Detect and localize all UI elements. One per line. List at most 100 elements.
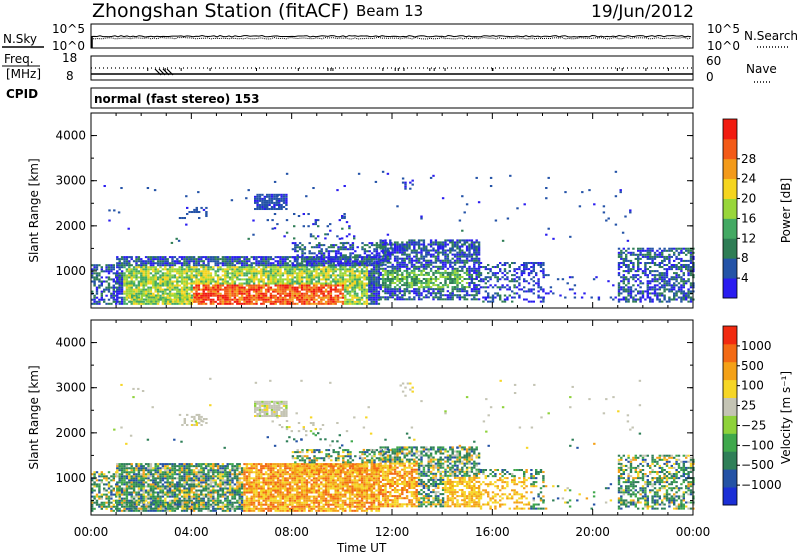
heatmap-cell xyxy=(166,258,169,261)
heatmap-cell xyxy=(444,284,447,287)
heatmap-cell xyxy=(120,481,124,484)
heatmap-cell xyxy=(358,298,361,301)
heatmap-cell xyxy=(437,278,440,281)
heatmap-cell xyxy=(341,274,345,277)
heatmap-cell xyxy=(380,258,383,261)
heatmap-cell xyxy=(396,271,399,274)
heatmap-cell xyxy=(637,268,640,271)
heatmap-cell xyxy=(456,251,459,254)
heatmap-cell xyxy=(353,286,357,289)
heatmap-cell xyxy=(446,261,450,264)
heatmap-cell xyxy=(444,259,447,262)
heatmap-cell xyxy=(537,262,540,265)
heatmap-cell xyxy=(200,280,203,283)
heatmap-cell xyxy=(181,217,184,220)
heatmap-cell xyxy=(123,479,126,482)
heatmap-cell xyxy=(168,264,172,267)
heatmap-cell xyxy=(207,298,210,301)
heatmap-cell xyxy=(368,284,371,287)
heatmap-cell xyxy=(255,294,258,297)
heatmap-cell xyxy=(252,256,256,259)
heatmap-cell xyxy=(461,255,464,258)
heatmap-cell xyxy=(135,298,139,301)
heatmap-cell xyxy=(107,483,111,486)
heatmap-cell xyxy=(354,264,357,267)
heatmap-cell xyxy=(353,296,357,299)
heatmap-cell xyxy=(260,264,263,267)
heatmap-cell xyxy=(513,262,516,265)
heatmap-cell xyxy=(180,280,184,283)
heatmap-cell xyxy=(291,290,294,293)
heatmap-cell xyxy=(279,264,282,267)
heatmap-cell xyxy=(468,253,471,256)
heatmap-cell xyxy=(155,294,158,297)
heatmap-cell xyxy=(296,260,299,263)
heatmap-cell xyxy=(487,280,490,283)
heatmap-cell xyxy=(209,282,213,285)
heatmap-cell xyxy=(475,251,478,254)
heatmap-cell xyxy=(427,265,430,268)
heatmap-cell xyxy=(332,258,335,261)
heatmap-cell xyxy=(231,282,234,285)
heatmap-cell xyxy=(105,497,108,500)
heatmap-cell xyxy=(325,250,328,253)
heatmap-cell xyxy=(401,290,404,293)
heatmap-cell xyxy=(173,270,177,273)
heatmap-cell xyxy=(366,264,369,267)
heatmap-cell xyxy=(95,296,99,299)
heatmap-cell xyxy=(491,286,495,289)
heatmap-cell xyxy=(252,302,256,305)
heatmap-cell xyxy=(291,300,294,303)
heatmap-cell xyxy=(410,271,414,274)
heatmap-cell xyxy=(243,258,246,261)
heatmap-cell xyxy=(179,294,182,297)
heatmap-cell xyxy=(317,290,321,293)
heatmap-cell xyxy=(93,284,96,287)
heatmap-cell xyxy=(365,266,369,269)
heatmap-cell xyxy=(120,489,124,492)
heatmap-cell xyxy=(180,276,184,279)
heatmap-cell xyxy=(432,261,435,264)
heatmap-cell xyxy=(248,260,251,263)
heatmap-cell xyxy=(379,267,382,270)
heatmap-cell xyxy=(100,503,103,506)
heatmap-cell xyxy=(410,263,414,266)
heatmap-cell xyxy=(422,257,426,260)
heatmap-cell xyxy=(458,261,462,264)
heatmap-cell xyxy=(132,284,136,287)
heatmap-cell xyxy=(658,274,661,277)
heatmap-cell xyxy=(173,298,177,301)
heatmap-cell xyxy=(639,262,642,265)
heatmap-cell xyxy=(336,235,339,238)
heatmap-cell xyxy=(212,286,215,289)
heatmap-cell xyxy=(137,286,141,289)
heatmap-cell xyxy=(680,292,683,295)
heatmap-cell xyxy=(130,272,133,275)
heatmap-cell xyxy=(91,505,94,508)
heatmap-cell xyxy=(132,290,136,293)
heatmap-cell xyxy=(264,270,268,273)
heatmap-cell xyxy=(123,493,126,496)
heatmap-cell xyxy=(243,278,246,281)
heatmap-cell xyxy=(257,272,261,275)
heatmap-cell xyxy=(508,280,511,283)
heatmap-cell xyxy=(245,292,249,295)
heatmap-cell xyxy=(142,266,145,269)
heatmap-cell xyxy=(336,258,340,261)
heatmap-cell xyxy=(427,249,430,252)
heatmap-cell xyxy=(293,286,297,289)
heatmap-cell xyxy=(147,298,150,301)
heatmap-cell xyxy=(356,276,359,279)
heatmap-cell xyxy=(132,274,136,277)
heatmap-cell xyxy=(634,276,637,279)
heatmap-cell xyxy=(389,265,392,268)
heatmap-cell xyxy=(100,298,103,301)
heatmap-cell xyxy=(91,272,94,275)
heatmap-cell xyxy=(245,290,249,293)
heatmap-cell xyxy=(140,300,143,303)
heatmap-cell xyxy=(437,298,440,301)
heatmap-cell xyxy=(511,280,514,283)
heatmap-cell xyxy=(398,249,402,252)
heatmap-cell xyxy=(152,260,155,263)
heatmap-cell xyxy=(310,302,313,305)
